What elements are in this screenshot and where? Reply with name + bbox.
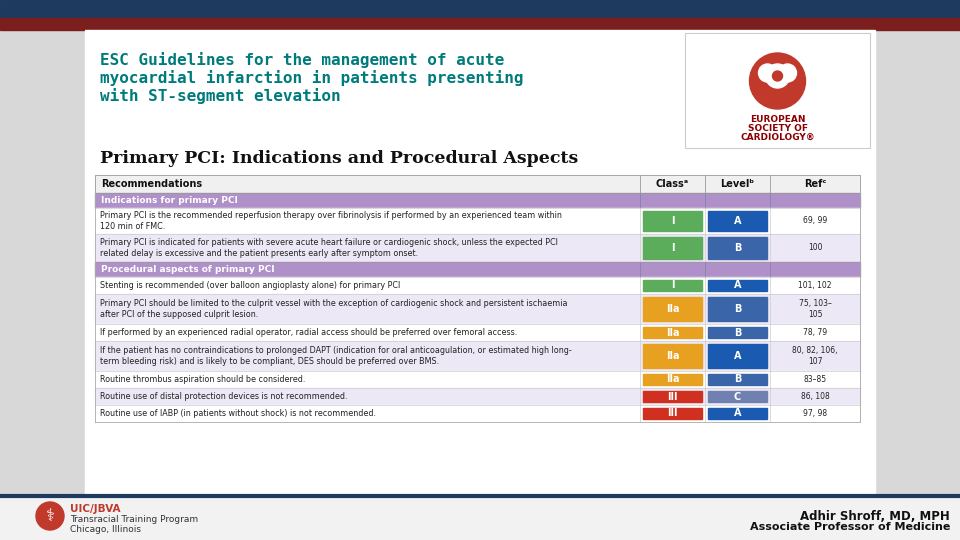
Text: A: A (733, 216, 741, 226)
Text: CARDIOLOGY®: CARDIOLOGY® (740, 133, 815, 142)
Bar (708, 237, 767, 259)
Text: IIa: IIa (665, 327, 680, 338)
Bar (643, 391, 702, 402)
Text: Routine use of IABP (in patients without shock) is not recommended.: Routine use of IABP (in patients without… (100, 409, 376, 418)
Bar (95, 175, 860, 193)
Text: Adhir Shroff, MD, MPH: Adhir Shroff, MD, MPH (801, 510, 950, 523)
Text: 86, 108: 86, 108 (801, 392, 829, 401)
Text: C: C (733, 392, 741, 402)
Bar (643, 297, 702, 321)
Text: 78, 79: 78, 79 (803, 328, 828, 337)
Bar (95, 262, 860, 277)
Circle shape (36, 502, 64, 530)
Bar (95, 388, 860, 405)
Bar (643, 408, 702, 419)
Text: B: B (733, 327, 741, 338)
Bar (0, 0, 960, 18)
Bar (95, 234, 860, 262)
Text: 83–85: 83–85 (804, 375, 827, 384)
Bar (685, 33, 870, 148)
Text: Transracial Training Program: Transracial Training Program (70, 515, 198, 524)
Bar (0, 496, 960, 540)
Text: Routine use of distal protection devices is not recommended.: Routine use of distal protection devices… (100, 392, 348, 401)
Text: I: I (671, 280, 674, 291)
Text: Indications for primary PCI: Indications for primary PCI (101, 196, 238, 205)
Bar (643, 374, 702, 385)
Bar (708, 408, 767, 419)
Text: Recommendations: Recommendations (101, 179, 203, 189)
Text: Procedural aspects of primary PCI: Procedural aspects of primary PCI (101, 265, 275, 274)
Text: 69, 99: 69, 99 (803, 217, 828, 226)
Text: 80, 82, 106,
107: 80, 82, 106, 107 (792, 346, 838, 366)
Text: I: I (671, 216, 674, 226)
Bar (643, 211, 702, 231)
Bar (85, 30, 875, 495)
FancyBboxPatch shape (685, 33, 870, 148)
Bar (95, 324, 860, 341)
Bar (708, 280, 767, 291)
Text: Primary PCI is the recommended reperfusion therapy over fibrinolysis if performe: Primary PCI is the recommended reperfusi… (100, 211, 562, 231)
Bar (95, 405, 860, 422)
Bar (643, 327, 702, 338)
Bar (95, 208, 860, 234)
Text: 101, 102: 101, 102 (799, 281, 831, 290)
Circle shape (765, 64, 789, 88)
Text: Routine thrombus aspiration should be considered.: Routine thrombus aspiration should be co… (100, 375, 305, 384)
Bar (643, 344, 702, 368)
Bar (708, 344, 767, 368)
Text: IIa: IIa (665, 351, 680, 361)
Circle shape (773, 71, 782, 81)
Text: III: III (667, 408, 678, 418)
Text: ESC Guidelines for the management of acute: ESC Guidelines for the management of acu… (100, 52, 504, 68)
Text: UIC/JBVA: UIC/JBVA (70, 504, 121, 514)
Bar (95, 175, 860, 193)
Text: 97, 98: 97, 98 (803, 409, 828, 418)
Text: ⚕: ⚕ (45, 507, 55, 525)
Text: EUROPEAN: EUROPEAN (750, 115, 805, 124)
Text: B: B (733, 243, 741, 253)
Text: III: III (667, 392, 678, 402)
Text: 75, 103–
105: 75, 103– 105 (799, 299, 831, 319)
Bar (0, 18, 960, 30)
Text: Primary PCI is indicated for patients with severe acute heart failure or cardiog: Primary PCI is indicated for patients wi… (100, 238, 558, 258)
Text: B: B (733, 304, 741, 314)
Text: Chicago, Illinois: Chicago, Illinois (70, 525, 141, 534)
Text: B: B (733, 375, 741, 384)
Bar (708, 391, 767, 402)
Text: If the patient has no contraindications to prolonged DAPT (indication for oral a: If the patient has no contraindications … (100, 346, 572, 366)
Text: myocardial infarction in patients presenting: myocardial infarction in patients presen… (100, 70, 523, 86)
Text: A: A (733, 280, 741, 291)
Text: I: I (671, 243, 674, 253)
Bar (95, 277, 860, 294)
Text: Classᵃ: Classᵃ (656, 179, 689, 189)
Text: Refᶜ: Refᶜ (804, 179, 827, 189)
Text: Levelᵇ: Levelᵇ (721, 179, 755, 189)
Text: Primary PCI: Indications and Procedural Aspects: Primary PCI: Indications and Procedural … (100, 150, 578, 167)
Bar (708, 374, 767, 385)
Text: IIa: IIa (665, 375, 680, 384)
Text: with ST-segment elevation: with ST-segment elevation (100, 88, 341, 104)
Circle shape (779, 64, 797, 82)
Text: Associate Professor of Medicine: Associate Professor of Medicine (750, 522, 950, 532)
Circle shape (758, 64, 777, 82)
Bar (643, 237, 702, 259)
Text: 100: 100 (807, 244, 823, 253)
Text: A: A (733, 351, 741, 361)
Bar (95, 193, 860, 208)
Bar (643, 280, 702, 291)
Bar (708, 327, 767, 338)
Bar (95, 371, 860, 388)
Text: A: A (733, 408, 741, 418)
Circle shape (750, 53, 805, 109)
Text: IIa: IIa (665, 304, 680, 314)
Text: If performed by an experienced radial operator, radial access should be preferre: If performed by an experienced radial op… (100, 328, 517, 337)
Text: SOCIETY OF: SOCIETY OF (748, 124, 807, 133)
Bar (95, 341, 860, 371)
Text: Stenting is recommended (over balloon angioplasty alone) for primary PCI: Stenting is recommended (over balloon an… (100, 281, 400, 290)
Bar (95, 294, 860, 324)
Bar (708, 297, 767, 321)
Bar (708, 211, 767, 231)
Text: Primary PCI should be limited to the culprit vessel with the exception of cardio: Primary PCI should be limited to the cul… (100, 299, 567, 319)
